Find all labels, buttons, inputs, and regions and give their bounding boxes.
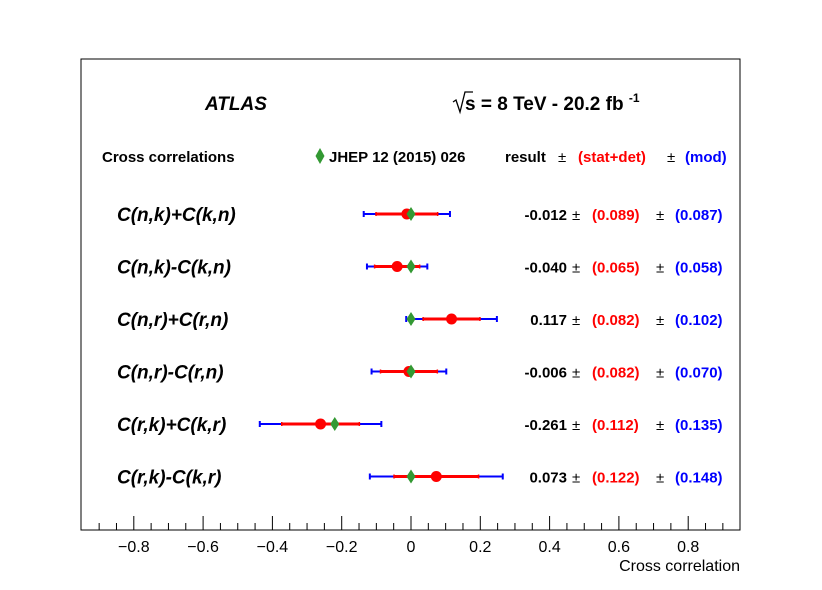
reference-diamond: [406, 364, 416, 379]
x-tick-label: −0.2: [326, 539, 358, 556]
row-stat: (0.082): [592, 365, 640, 382]
header-pm-1: ±: [558, 149, 566, 166]
row-value: 0.073: [529, 470, 567, 487]
data-row: C(r,k)+C(k,r) -0.261 ± (0.112) ± (0.135): [117, 415, 723, 436]
data-row: C(n,k)+C(k,n) -0.012 ± (0.089) ± (0.087): [117, 205, 723, 226]
data-row: C(n,r)-C(r,n) -0.006 ± (0.082) ± (0.070): [117, 363, 723, 384]
row-label: C(n,k)-C(k,n): [117, 258, 231, 279]
result-point: [446, 313, 458, 325]
column-header: result ± (stat+det) ± (mod): [505, 149, 727, 166]
reference-diamond: [406, 312, 416, 326]
row-label: C(n,r)-C(r,n): [117, 363, 224, 384]
row-label: C(r,k)-C(k,r): [117, 468, 222, 489]
experiment-label: ATLAS: [204, 94, 267, 115]
result-point: [430, 471, 442, 482]
legend-reference-diamond: [315, 148, 325, 164]
row-label: C(r,k)+C(k,r): [117, 415, 226, 436]
row-pm-1: ±: [572, 207, 580, 224]
x-axis-label: Cross correlation: [619, 558, 740, 575]
row-pm-1: ±: [572, 417, 580, 434]
reference-diamond: [406, 469, 416, 484]
row-pm-2: ±: [656, 417, 664, 434]
energy-superscript: -1: [629, 91, 640, 105]
result-point: [315, 418, 327, 430]
row-pm-2: ±: [656, 470, 664, 487]
header-stat: (stat+det): [578, 149, 646, 166]
row-stat: (0.112): [592, 417, 639, 434]
energy-text: s = 8 TeV - 20.2 fb: [465, 94, 624, 115]
row-pm-1: ±: [572, 260, 580, 277]
x-tick-label: −0.6: [187, 539, 219, 556]
x-tick-label: 0.8: [677, 539, 699, 556]
row-value: -0.261: [524, 417, 567, 434]
sqrt-icon: [452, 91, 473, 115]
row-mod: (0.148): [675, 470, 723, 487]
row-mod: (0.070): [675, 365, 723, 382]
reference-diamond: [330, 417, 340, 431]
row-pm-1: ±: [572, 312, 580, 329]
reference-diamond: [406, 207, 416, 221]
x-tick-label: 0: [407, 539, 416, 556]
row-pm-1: ±: [572, 365, 580, 382]
row-stat: (0.089): [592, 207, 640, 224]
row-value: -0.012: [524, 207, 567, 224]
row-pm-2: ±: [656, 260, 664, 277]
result-point: [391, 261, 403, 272]
legend-reference-label: JHEP 12 (2015) 026: [329, 149, 466, 166]
x-tick-label: −0.8: [118, 539, 150, 556]
row-value: -0.040: [524, 260, 567, 277]
row-pm-2: ±: [656, 207, 664, 224]
row-pm-2: ±: [656, 312, 664, 329]
row-mod: (0.087): [675, 207, 723, 224]
x-axis: −0.8 −0.6 −0.4 −0.2 0 0.2 0.4 0.6 0.8: [98, 516, 724, 556]
energy-label: s = 8 TeV - 20.2 fb -1: [452, 91, 640, 115]
row-pm-2: ±: [656, 365, 664, 382]
row-mod: (0.102): [675, 312, 723, 329]
row-label: C(n,r)+C(r,n): [117, 310, 228, 331]
x-tick-label: 0.6: [608, 539, 630, 556]
reference-diamond: [406, 259, 416, 274]
x-tick-label: 0.2: [469, 539, 491, 556]
row-mod: (0.135): [675, 417, 723, 434]
row-mod: (0.058): [675, 260, 723, 277]
data-row: C(n,r)+C(r,n) 0.117 ± (0.082) ± (0.102): [117, 310, 723, 331]
data-row: C(n,k)-C(k,n) -0.040 ± (0.065) ± (0.058): [117, 258, 723, 279]
row-value: 0.117: [530, 312, 567, 329]
x-tick-label: 0.4: [538, 539, 560, 556]
chart-title: Cross correlations: [102, 149, 235, 166]
data-row: C(r,k)-C(k,r) 0.073 ± (0.122) ± (0.148): [117, 468, 723, 489]
plot-frame: [80, 58, 741, 531]
rows: C(n,k)+C(k,n) -0.012 ± (0.089) ± (0.087)C(n,k…: [117, 205, 723, 489]
legend-reference: JHEP 12 (2015) 026: [315, 148, 466, 166]
x-tick-label: −0.4: [257, 539, 289, 556]
svg-text:s = 8 TeV - 20.2 fb -1: s = 8 TeV - 20.2 fb -1: [465, 91, 640, 115]
row-pm-1: ±: [572, 470, 580, 487]
header-mod: (mod): [685, 149, 727, 166]
row-value: -0.006: [524, 365, 567, 382]
header-pm-2: ±: [667, 149, 675, 166]
row-stat: (0.122): [592, 470, 640, 487]
row-stat: (0.065): [592, 260, 640, 277]
header-result: result: [505, 149, 546, 166]
row-label: C(n,k)+C(k,n): [117, 205, 236, 226]
row-stat: (0.082): [592, 312, 640, 329]
